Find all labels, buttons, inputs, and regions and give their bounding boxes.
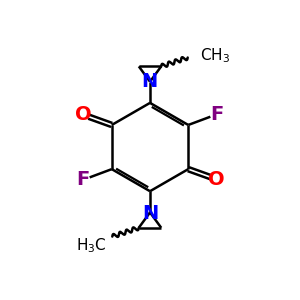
Text: O: O bbox=[75, 105, 92, 124]
Text: O: O bbox=[208, 170, 225, 189]
Text: F: F bbox=[210, 105, 224, 124]
Text: N: N bbox=[141, 72, 158, 91]
Text: H$_3$C: H$_3$C bbox=[76, 236, 107, 255]
Text: CH$_3$: CH$_3$ bbox=[200, 47, 230, 65]
Text: F: F bbox=[76, 170, 90, 189]
Text: N: N bbox=[142, 203, 159, 223]
